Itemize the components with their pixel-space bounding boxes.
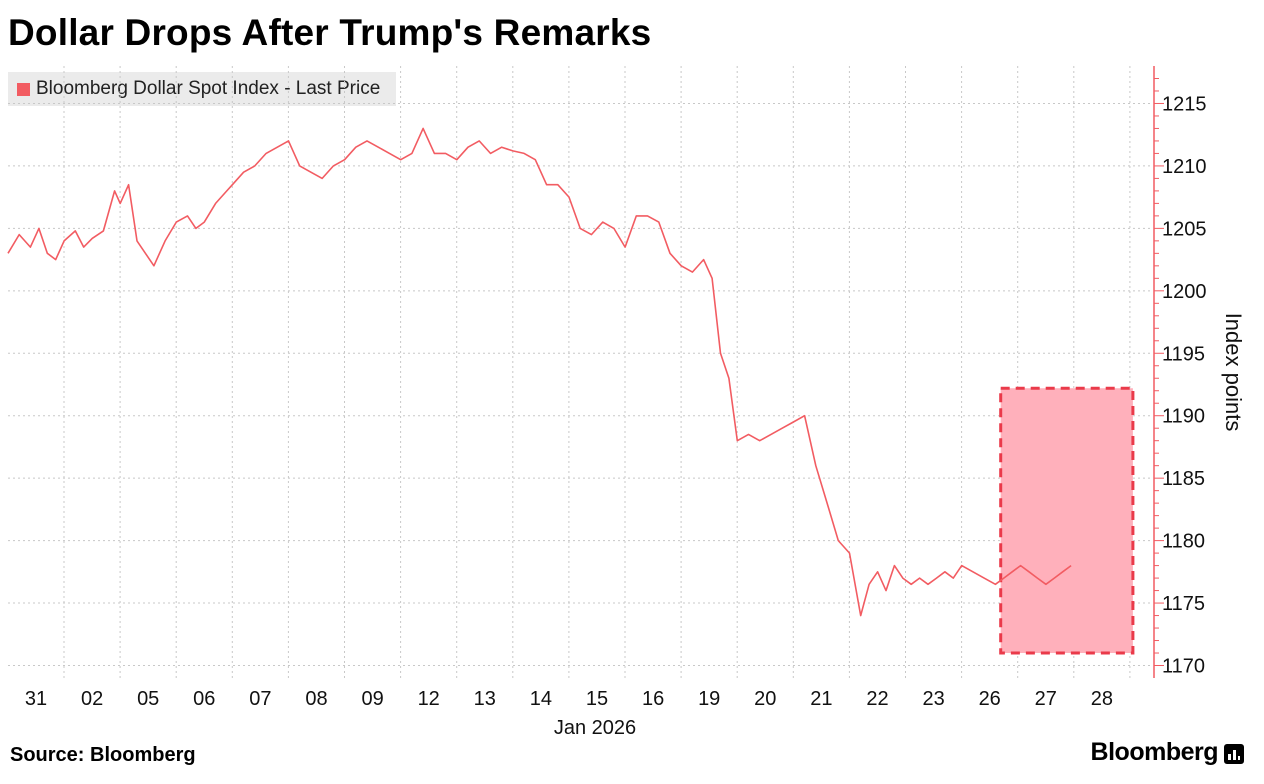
brand-logo: Bloomberg (1091, 738, 1244, 767)
source-note: Source: Bloomberg (10, 744, 196, 766)
x-tick-label: 09 (361, 688, 383, 710)
y-axis-label: Index points (1221, 313, 1246, 432)
x-tick-label: 13 (474, 688, 496, 710)
highlight-region (999, 386, 1135, 655)
x-tick-label: 02 (81, 688, 103, 710)
y-tick-label: 1180 (1162, 531, 1205, 553)
y-tick-label: 1170 (1162, 656, 1205, 678)
y-tick-label: 1205 (1162, 218, 1207, 240)
y-tick-label: 1215 (1162, 93, 1207, 115)
x-tick-label: 12 (418, 688, 440, 710)
highlight-box (999, 386, 1135, 655)
series-line (7, 127, 1072, 617)
x-tick-label: 26 (979, 688, 1001, 710)
x-axis: 31 02 05 06 07 08 09 12 13 14 15 16 19 20 21 22 23 26 27 28… (25, 688, 1113, 739)
series-group (7, 127, 1072, 617)
y-tick-label: 1185 (1162, 468, 1205, 490)
x-tick-label: 14 (530, 688, 552, 710)
terminal-icon (1224, 743, 1244, 764)
x-tick-label: 20 (754, 688, 776, 710)
y-axis: 1215 1210 1205 1200 1195 1190 1185 1180 1175 1170… (1153, 66, 1246, 678)
x-tick-label: 28 (1091, 688, 1113, 710)
legend-swatch (17, 82, 30, 96)
x-tick-label: 08 (305, 688, 327, 710)
x-tick-label: 07 (249, 688, 271, 710)
x-tick-label: 21 (810, 688, 832, 710)
y-tick-label: 1200 (1162, 281, 1207, 303)
x-axis-label: Jan 2026 (554, 717, 636, 739)
x-tick-label: 27 (1035, 688, 1057, 710)
x-tick-label: 05 (137, 688, 159, 710)
x-tick-label: 16 (642, 688, 664, 710)
y-tick-label: 1175 (1162, 593, 1205, 615)
y-tick-label: 1195 (1162, 343, 1205, 365)
x-tick-label: 15 (586, 688, 608, 710)
legend-label: Bloomberg Dollar Spot Index - Last Price (36, 78, 381, 99)
chart-title: Dollar Drops After Trump's Remarks (8, 12, 652, 53)
brand-name: Bloomberg (1090, 738, 1219, 766)
x-tick-label: 23 (922, 688, 944, 710)
x-tick-label: 19 (698, 688, 720, 710)
gridlines (8, 66, 1153, 678)
x-tick-label: 06 (193, 688, 215, 710)
y-tick-label: 1210 (1162, 156, 1207, 178)
x-tick-label: 22 (866, 688, 888, 710)
x-tick-label: 31 (25, 688, 47, 710)
y-tick-label: 1190 (1162, 406, 1205, 428)
legend: Bloomberg Dollar Spot Index - Last Price (8, 72, 396, 106)
